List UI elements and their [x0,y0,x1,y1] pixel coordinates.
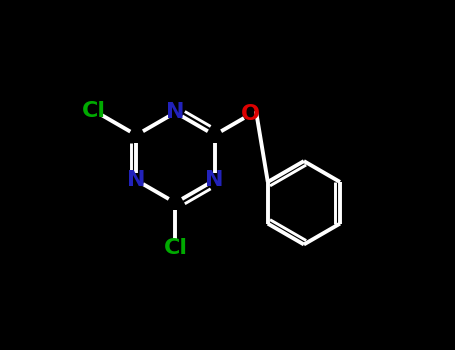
Text: Cl: Cl [163,238,187,258]
Text: N: N [166,103,185,122]
Text: O: O [241,104,260,124]
Text: N: N [127,170,146,190]
Text: N: N [205,170,224,190]
Text: Cl: Cl [82,101,106,121]
